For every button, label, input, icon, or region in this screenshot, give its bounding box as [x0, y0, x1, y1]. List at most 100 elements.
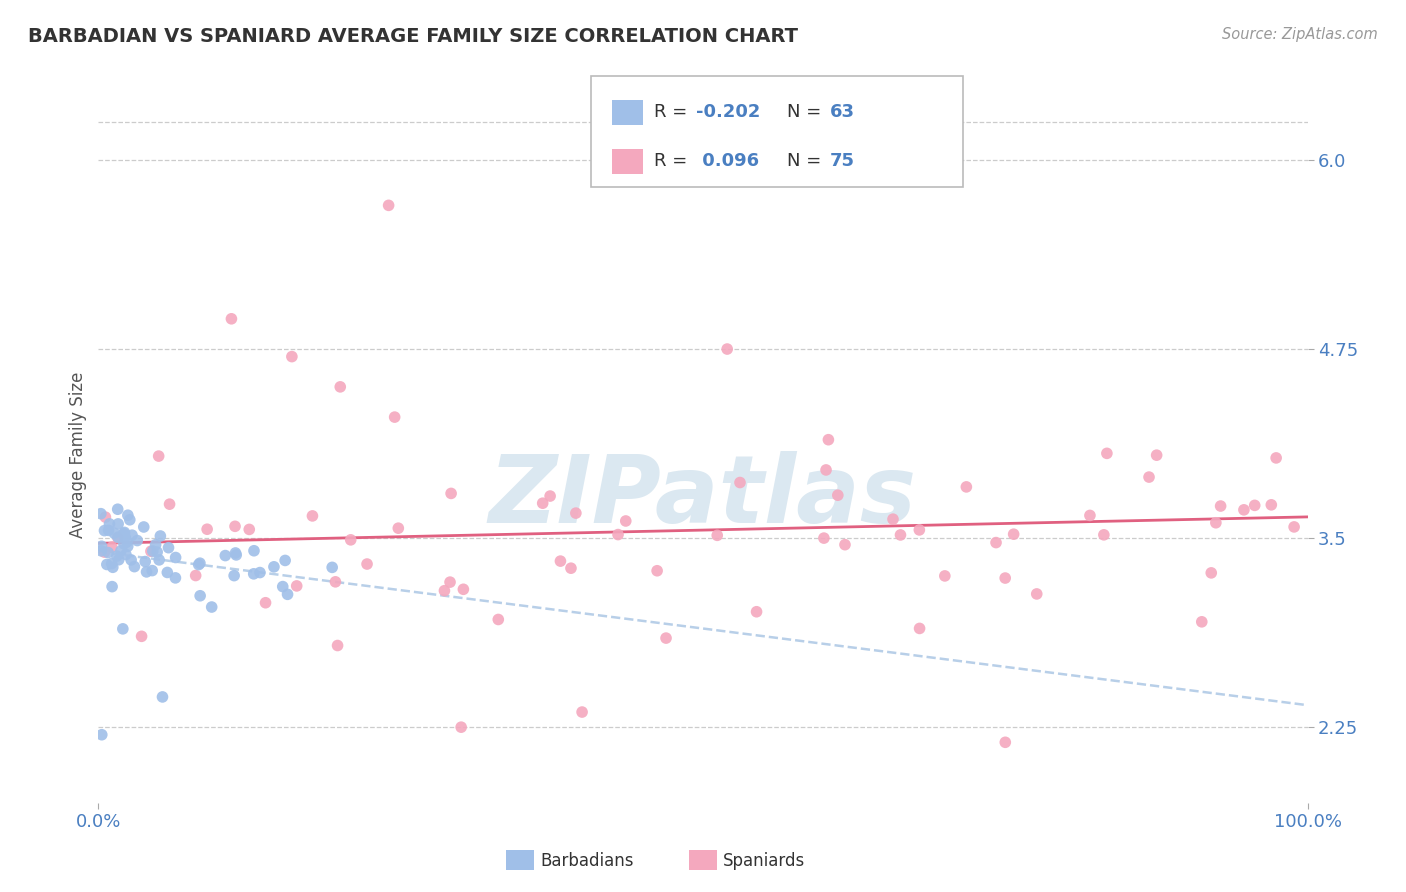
Point	[114, 530, 136, 544]
Point	[994, 571, 1017, 585]
Point	[301, 508, 323, 523]
Point	[90, 544, 112, 558]
Point	[124, 559, 146, 574]
Point	[242, 566, 264, 581]
Point	[565, 506, 588, 520]
Point	[550, 554, 572, 568]
Point	[1025, 587, 1047, 601]
Point	[148, 449, 170, 463]
Point	[285, 579, 308, 593]
Text: ZIPatlas: ZIPatlas	[489, 450, 917, 542]
Point	[1078, 508, 1101, 523]
Text: 75: 75	[830, 153, 855, 170]
Point	[165, 571, 187, 585]
Y-axis label: Average Family Size: Average Family Size	[69, 372, 87, 538]
Point	[453, 582, 475, 597]
Text: R =: R =	[654, 103, 693, 121]
Point	[745, 605, 768, 619]
Point	[121, 528, 143, 542]
Point	[1095, 446, 1118, 460]
Point	[188, 556, 211, 570]
Point	[134, 555, 156, 569]
Point	[101, 580, 124, 594]
Point	[118, 513, 141, 527]
Point	[321, 560, 343, 574]
Point	[93, 545, 115, 559]
Point	[1002, 527, 1025, 541]
Point	[117, 539, 139, 553]
Point	[356, 557, 378, 571]
Point	[607, 527, 630, 541]
Text: Source: ZipAtlas.com: Source: ZipAtlas.com	[1222, 27, 1378, 42]
Point	[1092, 528, 1115, 542]
Point	[100, 557, 122, 571]
Point	[221, 311, 243, 326]
Point	[103, 526, 125, 541]
Point	[187, 558, 209, 572]
Point	[813, 531, 835, 545]
Text: Barbadians: Barbadians	[540, 852, 634, 870]
Point	[645, 564, 668, 578]
Point	[908, 523, 931, 537]
Point	[560, 561, 582, 575]
Point	[1199, 566, 1222, 580]
Point	[263, 559, 285, 574]
Point	[157, 541, 180, 555]
Point	[112, 526, 135, 541]
Point	[107, 516, 129, 531]
Point	[139, 544, 162, 558]
Point	[112, 525, 135, 540]
Point	[1137, 470, 1160, 484]
Point	[277, 587, 299, 601]
Point	[329, 380, 352, 394]
Point	[908, 622, 931, 636]
Point	[112, 537, 135, 551]
Point	[889, 528, 911, 542]
Point	[127, 533, 149, 548]
Point	[531, 496, 554, 510]
Point	[195, 522, 218, 536]
Point	[148, 553, 170, 567]
Point	[156, 566, 179, 580]
Point	[571, 705, 593, 719]
Point	[994, 735, 1017, 749]
Point	[1146, 448, 1168, 462]
Point	[115, 548, 138, 562]
Point	[827, 488, 849, 502]
Text: N =: N =	[787, 153, 827, 170]
Point	[93, 524, 115, 538]
Point	[107, 531, 129, 545]
Point	[145, 538, 167, 552]
Point	[94, 510, 117, 524]
Point	[984, 535, 1007, 549]
Point	[224, 519, 246, 533]
Point	[184, 568, 207, 582]
Point	[1265, 450, 1288, 465]
Point	[98, 516, 121, 531]
Point	[97, 545, 120, 559]
Point	[117, 508, 139, 523]
Point	[955, 480, 977, 494]
Point	[934, 569, 956, 583]
Point	[377, 198, 399, 212]
Point	[115, 534, 138, 549]
Point	[450, 720, 472, 734]
Text: Spaniards: Spaniards	[723, 852, 804, 870]
Point	[214, 549, 236, 563]
Text: N =: N =	[787, 103, 827, 121]
Point	[882, 512, 904, 526]
Point	[1260, 498, 1282, 512]
Point	[201, 600, 224, 615]
Point	[728, 475, 751, 490]
Point	[706, 528, 728, 542]
Point	[486, 612, 509, 626]
Point	[1209, 499, 1232, 513]
Point	[110, 544, 132, 558]
Point	[224, 546, 246, 560]
Point	[440, 486, 463, 500]
Point	[655, 631, 678, 645]
Point	[326, 639, 349, 653]
Point	[224, 568, 246, 582]
Point	[538, 489, 561, 503]
Point	[614, 514, 637, 528]
